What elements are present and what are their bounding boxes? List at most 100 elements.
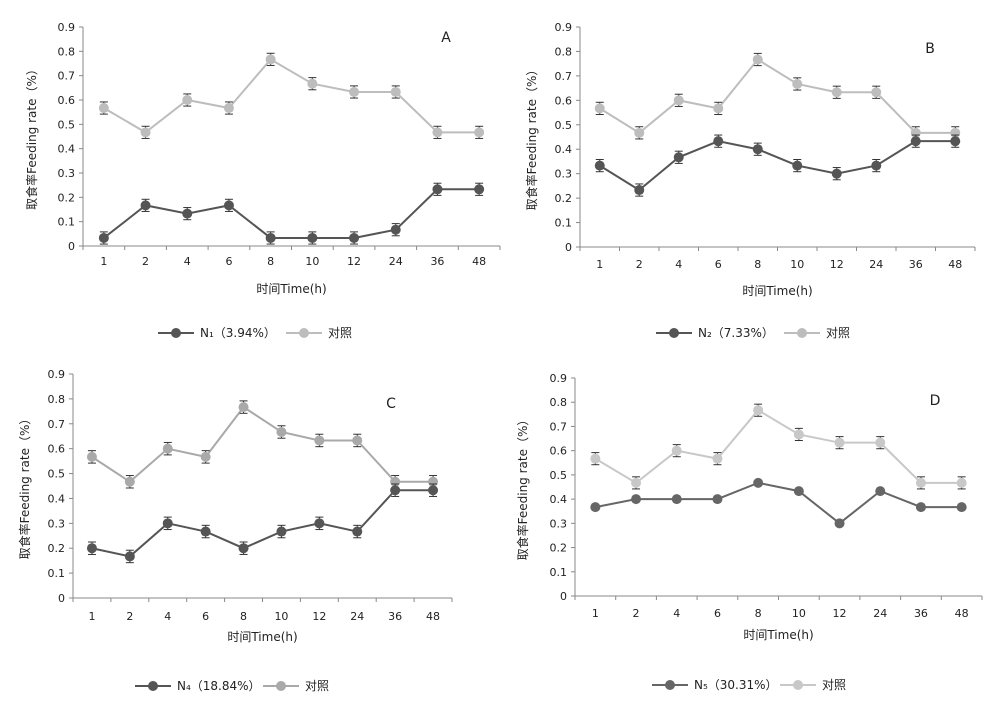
x-tick-label: 2: [126, 610, 133, 623]
y-tick-label: 0.8: [48, 393, 66, 406]
chart-panel-d: 00.10.20.30.40.50.60.70.80.91 2 4 6 8 10 12 24 3…: [515, 372, 983, 692]
x-tick-label: 1: [592, 607, 599, 620]
x-tick-label: 12: [830, 258, 844, 271]
data-point: [474, 184, 485, 195]
series-line: [599, 58, 956, 135]
y-tick-label: 0.5: [58, 118, 76, 131]
data-point: [200, 526, 211, 537]
x-tick-label: 4: [164, 610, 171, 623]
panel-label: B: [925, 41, 935, 57]
data-point: [307, 232, 318, 243]
x-tick-label: 1: [100, 255, 107, 268]
data-point: [265, 232, 276, 243]
series-line: [599, 140, 956, 192]
y-tick-label: 0.6: [48, 443, 66, 456]
data-point: [307, 78, 318, 89]
y-tick-label: 0.9: [555, 21, 573, 34]
y-axis-title: 取食率Feeding rate（%）: [17, 413, 32, 560]
x-tick-label: 8: [755, 607, 762, 620]
panel-label: A: [441, 30, 451, 46]
data-point: [432, 127, 443, 138]
data-point: [314, 435, 325, 446]
y-tick-label: 0.9: [58, 21, 76, 34]
series-line: [103, 188, 480, 239]
x-tick-label: 1: [596, 258, 603, 271]
legend-label: 对照: [305, 679, 329, 693]
x-tick-label: 6: [714, 607, 721, 620]
x-tick-label: 12: [312, 610, 326, 623]
x-tick-label: 36: [388, 610, 402, 623]
legend: N₅（30.31%） 对照: [652, 678, 846, 692]
series-control: [590, 403, 967, 490]
x-tick-label: 6: [225, 255, 232, 268]
data-point: [86, 451, 97, 462]
chart-panel-c: 00.10.20.30.40.50.60.70.80.91 2 4 6 8 10 12 24 3…: [17, 368, 453, 693]
x-axis-title: 时间Time(h): [743, 628, 813, 642]
x-tick-label: 24: [873, 607, 887, 620]
y-tick-label: 0.1: [555, 217, 573, 230]
legend-marker: [276, 681, 286, 691]
data-point: [352, 435, 363, 446]
x-tick-label: 12: [833, 607, 847, 620]
series-line: [594, 408, 962, 485]
data-point: [265, 54, 276, 65]
data-point: [182, 95, 193, 105]
data-point: [792, 78, 803, 89]
x-tick-label: 36: [909, 258, 923, 271]
legend-marker: [665, 680, 675, 690]
data-point: [162, 518, 173, 529]
y-tick-label: 0.2: [550, 542, 568, 555]
x-axis-title: 时间Time(h): [742, 284, 812, 298]
data-point: [753, 477, 764, 488]
data-point: [834, 437, 845, 448]
data-point: [752, 54, 763, 65]
x-tick-label: 4: [675, 258, 682, 271]
panel-label: C: [386, 396, 396, 412]
data-point: [276, 426, 287, 437]
x-tick-label: 8: [267, 255, 274, 268]
y-tick-label: 0: [565, 241, 572, 254]
x-tick-label: 48: [472, 255, 486, 268]
y-tick-label: 0.9: [550, 372, 568, 385]
data-point: [634, 185, 645, 196]
data-point: [223, 200, 234, 211]
y-tick-label: 0.8: [550, 396, 568, 409]
y-tick-label: 0.3: [555, 168, 573, 181]
data-point: [349, 86, 360, 97]
y-tick-label: 0.5: [48, 468, 66, 481]
data-point: [432, 184, 443, 195]
data-point: [792, 160, 803, 171]
data-point: [590, 502, 601, 513]
data-point: [673, 95, 684, 106]
legend-label: 对照: [328, 326, 352, 340]
chart-panel-b: 00.10.20.30.40.50.60.70.80.91 2 4 6 8 10 12 24 3…: [524, 21, 976, 340]
y-tick-label: 0.3: [58, 167, 76, 180]
data-point: [352, 526, 363, 537]
x-tick-label: 6: [715, 258, 722, 271]
legend: N₄（18.84%） 对照: [135, 679, 329, 693]
data-point: [86, 543, 97, 554]
y-tick-label: 0: [560, 590, 567, 603]
data-point: [390, 224, 401, 235]
series-treatment: [590, 477, 967, 529]
y-tick-label: 0.1: [58, 216, 76, 229]
panel-label: D: [930, 393, 941, 409]
y-tick-label: 0.4: [48, 492, 66, 505]
legend-marker: [793, 680, 803, 690]
data-point: [238, 543, 249, 554]
data-point: [162, 443, 173, 454]
data-point: [140, 200, 151, 211]
x-tick-label: 10: [792, 607, 806, 620]
legend-label: N₅（30.31%）: [694, 678, 778, 692]
legend-marker: [171, 328, 181, 338]
x-tick-label: 2: [633, 607, 640, 620]
y-tick-label: 0.4: [58, 143, 76, 156]
x-tick-label: 2: [636, 258, 643, 271]
x-tick-label: 8: [240, 610, 247, 623]
data-point: [752, 144, 763, 155]
data-point: [631, 477, 642, 488]
data-point: [671, 494, 682, 505]
data-point: [124, 476, 135, 487]
series-line: [595, 481, 962, 525]
data-point: [793, 486, 804, 497]
